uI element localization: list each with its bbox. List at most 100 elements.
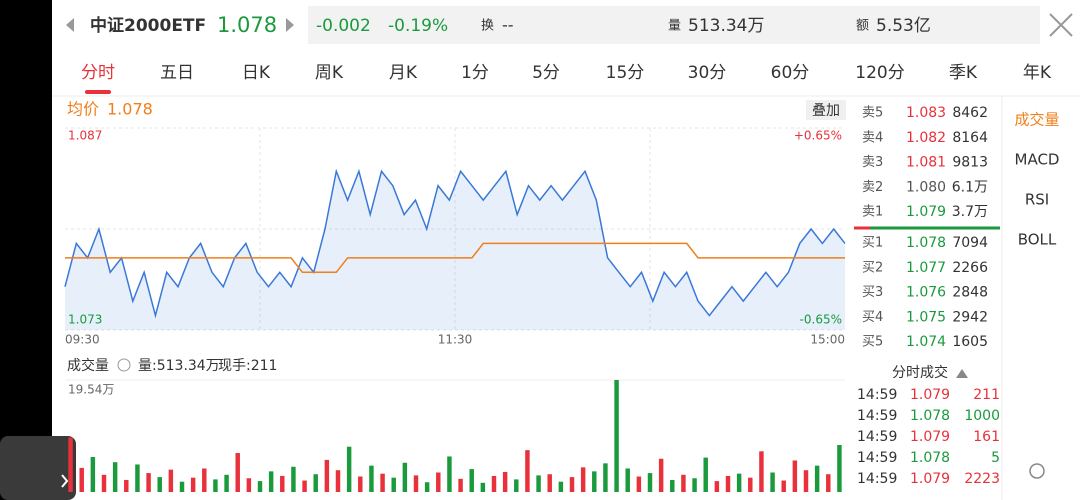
y-tick-label: 19.54万 [68, 383, 114, 397]
tab[interactable]: 年K [1023, 63, 1052, 83]
volume-bar [168, 469, 174, 492]
volume-bar [79, 467, 84, 492]
volume-bar [636, 476, 642, 492]
trade-volume: 2223 [964, 471, 1000, 487]
pct-label: -0.65% [800, 313, 842, 327]
volume-bar [391, 477, 396, 492]
tab[interactable]: 120分 [855, 63, 904, 83]
overlay-button[interactable]: 叠加 [812, 103, 840, 119]
volume-bar [424, 482, 430, 492]
time-label: 11:30 [438, 333, 473, 347]
book-label: 卖4 [862, 130, 883, 145]
book-label: 买2 [862, 260, 883, 275]
stock-price: 1.078 [217, 13, 277, 37]
close-button[interactable] [1049, 13, 1073, 37]
volume-bar [402, 462, 408, 492]
volume-bar [770, 472, 775, 492]
book-price: 1.074 [906, 334, 946, 350]
book-label: 买5 [862, 335, 883, 350]
tab-bar [52, 48, 1080, 98]
overlay-button-bg[interactable] [806, 100, 846, 120]
volume-bar [213, 479, 218, 492]
book-label: 买4 [862, 310, 883, 325]
volume-bar [502, 471, 508, 492]
tab[interactable]: 五日 [160, 63, 194, 83]
book-price: 1.082 [906, 130, 946, 146]
next-arrow[interactable] [286, 18, 294, 32]
book-volume: 7094 [952, 235, 988, 251]
book-price: 1.079 [906, 204, 946, 220]
volume-bar [826, 474, 831, 492]
volume-bar [112, 462, 118, 492]
book-label: 卖1 [862, 205, 883, 220]
volume-bar [346, 446, 352, 492]
volume-bar [692, 478, 697, 492]
sort-icon[interactable] [956, 369, 968, 378]
stock-name: 中证2000ETF [90, 15, 206, 36]
volume-bar [157, 477, 162, 492]
volume-bar [514, 479, 519, 492]
volume-bar [625, 468, 630, 492]
volume-bar [814, 465, 820, 492]
trade-volume: 1000 [964, 408, 1000, 424]
trade-price: 1.079 [910, 429, 950, 445]
trades-title: 分时成交 [892, 364, 948, 381]
volume-bar [803, 470, 809, 492]
trade-time: 14:59 [857, 471, 897, 487]
tab[interactable]: 30分 [688, 63, 727, 83]
trade-volume: 5 [991, 450, 1000, 466]
book-volume: 2848 [952, 285, 988, 301]
tab[interactable]: 1分 [461, 63, 489, 83]
book-volume: 8164 [952, 130, 988, 146]
side-button[interactable] [0, 436, 76, 500]
volume-bar [725, 475, 731, 492]
volume-bar [224, 474, 229, 492]
tab[interactable]: 月K [389, 63, 418, 83]
pct-label: +0.65% [794, 129, 842, 143]
time-label: 15:00 [810, 333, 845, 347]
book-price: 1.078 [906, 235, 946, 251]
book-price: 1.080 [906, 179, 946, 195]
tab[interactable]: 季K [949, 63, 978, 83]
volume-bar [202, 468, 207, 492]
help-icon[interactable] [117, 358, 131, 372]
volume-bar [324, 459, 330, 492]
book-price: 1.077 [906, 260, 946, 276]
book-volume: 8462 [952, 105, 988, 121]
volume-bar [480, 482, 486, 492]
quote-box [308, 6, 1040, 44]
volume-bar [714, 481, 720, 492]
tab[interactable]: 15分 [606, 63, 645, 83]
left-edge [0, 0, 52, 500]
tab[interactable]: 60分 [771, 63, 810, 83]
book-volume: 3.7万 [952, 204, 988, 220]
volume-bar [280, 475, 285, 492]
volume-bar [469, 469, 474, 492]
tab[interactable]: 周K [315, 63, 344, 83]
volume-bar [603, 463, 608, 492]
volume-bar [569, 477, 575, 492]
book-label: 买1 [862, 236, 883, 251]
prev-arrow[interactable] [66, 18, 74, 32]
trade-time: 14:59 [857, 450, 897, 466]
indicator-tab[interactable]: BOLL [1018, 231, 1057, 249]
indicator-tab[interactable]: MACD [1015, 151, 1060, 169]
volume-bar [190, 477, 196, 492]
volume-bar [436, 472, 441, 492]
trade-time: 14:59 [857, 408, 897, 424]
indicator-tab[interactable]: RSI [1025, 191, 1049, 209]
settings-icon[interactable] [1029, 463, 1045, 479]
tab[interactable]: 日K [242, 63, 271, 83]
volume-bar [792, 460, 798, 492]
tab[interactable]: 5分 [532, 63, 560, 83]
indicator-tab[interactable]: 成交量 [1014, 111, 1059, 129]
tab[interactable]: 分时 [81, 63, 115, 83]
current-text: 现手:211 [218, 358, 277, 374]
volume-bar [291, 466, 296, 492]
volume-bar [135, 464, 140, 492]
trade-price: 1.079 [910, 387, 950, 403]
price-line [64, 168, 846, 319]
book-label: 卖5 [862, 106, 883, 121]
book-label: 卖2 [862, 180, 883, 195]
